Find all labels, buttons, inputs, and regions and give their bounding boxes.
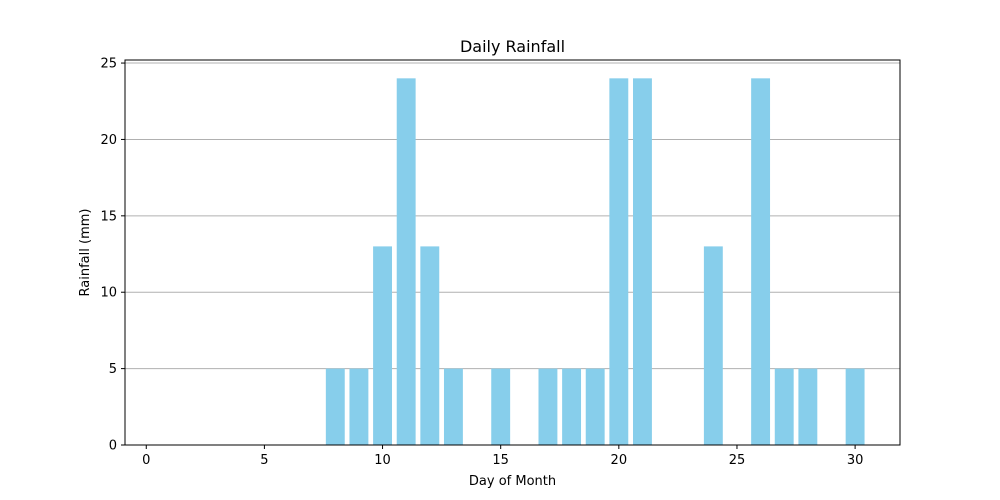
chart-title: Daily Rainfall [460, 37, 565, 56]
bar-day-24 [703, 246, 723, 445]
bar-day-30 [845, 368, 865, 445]
axis-ticks: 0 5 10 15 20 25 30 0 5 10 15 20 25 [100, 57, 863, 468]
y-tick-label-20: 20 [100, 133, 117, 148]
x-tick-label-15: 15 [492, 453, 509, 468]
y-tick-label-0: 0 [109, 439, 117, 454]
bar-day-10 [373, 246, 392, 445]
y-tick-label-10: 10 [100, 286, 117, 301]
x-tick-label-5: 5 [260, 453, 268, 468]
bar-day-18 [562, 368, 582, 445]
bar-day-15 [491, 368, 511, 445]
bar-day-19 [585, 368, 605, 445]
x-tick-label-0: 0 [142, 453, 150, 468]
bar-day-17 [538, 368, 558, 445]
bar-day-27 [774, 368, 794, 445]
x-tick-label-30: 30 [847, 453, 864, 468]
bar-day-12 [420, 246, 440, 445]
bar-day-9 [349, 368, 369, 445]
x-tick-label-20: 20 [611, 453, 628, 468]
y-axis-label: Rainfall (mm) [78, 209, 93, 297]
x-axis-label: Day of Month [469, 474, 556, 489]
x-tick-label-10: 10 [374, 453, 391, 468]
y-tick-label-15: 15 [100, 209, 117, 224]
bar-day-21 [633, 78, 652, 445]
x-tick-label-25: 25 [729, 453, 746, 468]
bar-day-26 [751, 78, 771, 445]
bars [325, 78, 865, 445]
bar-day-8 [325, 368, 345, 445]
y-tick-label-25: 25 [100, 57, 117, 72]
bar-day-28 [798, 368, 818, 445]
bar-day-11 [396, 78, 416, 445]
bar-day-13 [443, 368, 463, 445]
bar-day-20 [609, 78, 629, 445]
y-tick-label-5: 5 [109, 362, 117, 377]
plot-frame [124, 59, 901, 446]
